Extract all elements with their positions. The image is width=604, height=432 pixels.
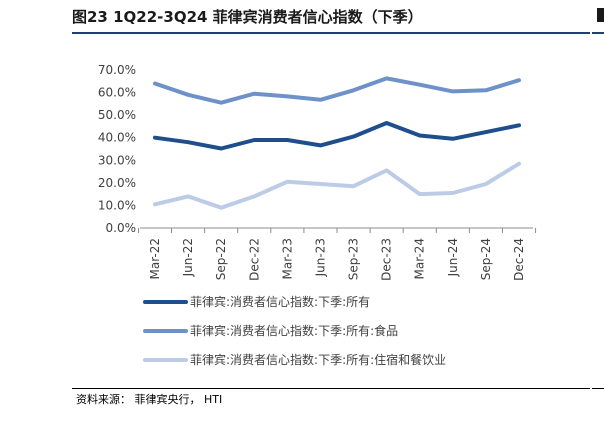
adjacent-source-divider (592, 388, 604, 389)
series-line-1 (153, 121, 521, 151)
x-tick-label: Sep-23 (347, 238, 361, 280)
x-tick-label: Jun-23 (313, 238, 327, 277)
x-tick-label: Dec-22 (247, 238, 261, 281)
adjacent-panel-glyph (597, 8, 604, 22)
y-tick-label: 70.0% (98, 63, 136, 77)
source-divider (72, 388, 590, 389)
x-tick-label: Dec-24 (512, 238, 526, 281)
series-line-3 (153, 161, 521, 210)
y-tick-label: 20.0% (98, 176, 136, 190)
legend-label-2: 菲律宾:消费者信心指数:下季:所有:食品 (190, 323, 398, 338)
y-tick-label: 50.0% (98, 108, 136, 122)
x-tick-label: Sep-24 (479, 238, 493, 280)
legend-label-3: 菲律宾:消费者信心指数:下季:所有:住宿和餐饮业 (190, 352, 446, 367)
x-tick-label: Jun-22 (181, 238, 195, 277)
legend-label-1: 菲律宾:消费者信心指数:下季:所有 (190, 294, 370, 309)
y-tick-label: 60.0% (98, 86, 136, 100)
x-tick-label: Mar-23 (280, 238, 294, 279)
title-bar: 图23 1Q22-3Q24 菲律宾消费者信心指数（下季） (72, 0, 590, 34)
y-tick-label: 0.0% (106, 221, 137, 235)
x-tick-label: Dec-23 (380, 238, 394, 281)
y-tick-label: 40.0% (98, 131, 136, 145)
x-tick-label: Jun-24 (446, 238, 460, 277)
adjacent-panel-edge (592, 0, 604, 34)
series-line-2 (153, 76, 521, 105)
y-tick-label: 30.0% (98, 153, 136, 167)
source-note: 资料来源： 菲律宾央行， HTI (76, 393, 223, 406)
y-tick-label: 10.0% (98, 198, 136, 212)
chart-title: 图23 1Q22-3Q24 菲律宾消费者信心指数（下季） (72, 8, 423, 26)
x-tick-label: Mar-22 (148, 238, 162, 279)
x-tick-label: Mar-24 (413, 238, 427, 279)
x-tick-label: Sep-22 (214, 238, 228, 280)
